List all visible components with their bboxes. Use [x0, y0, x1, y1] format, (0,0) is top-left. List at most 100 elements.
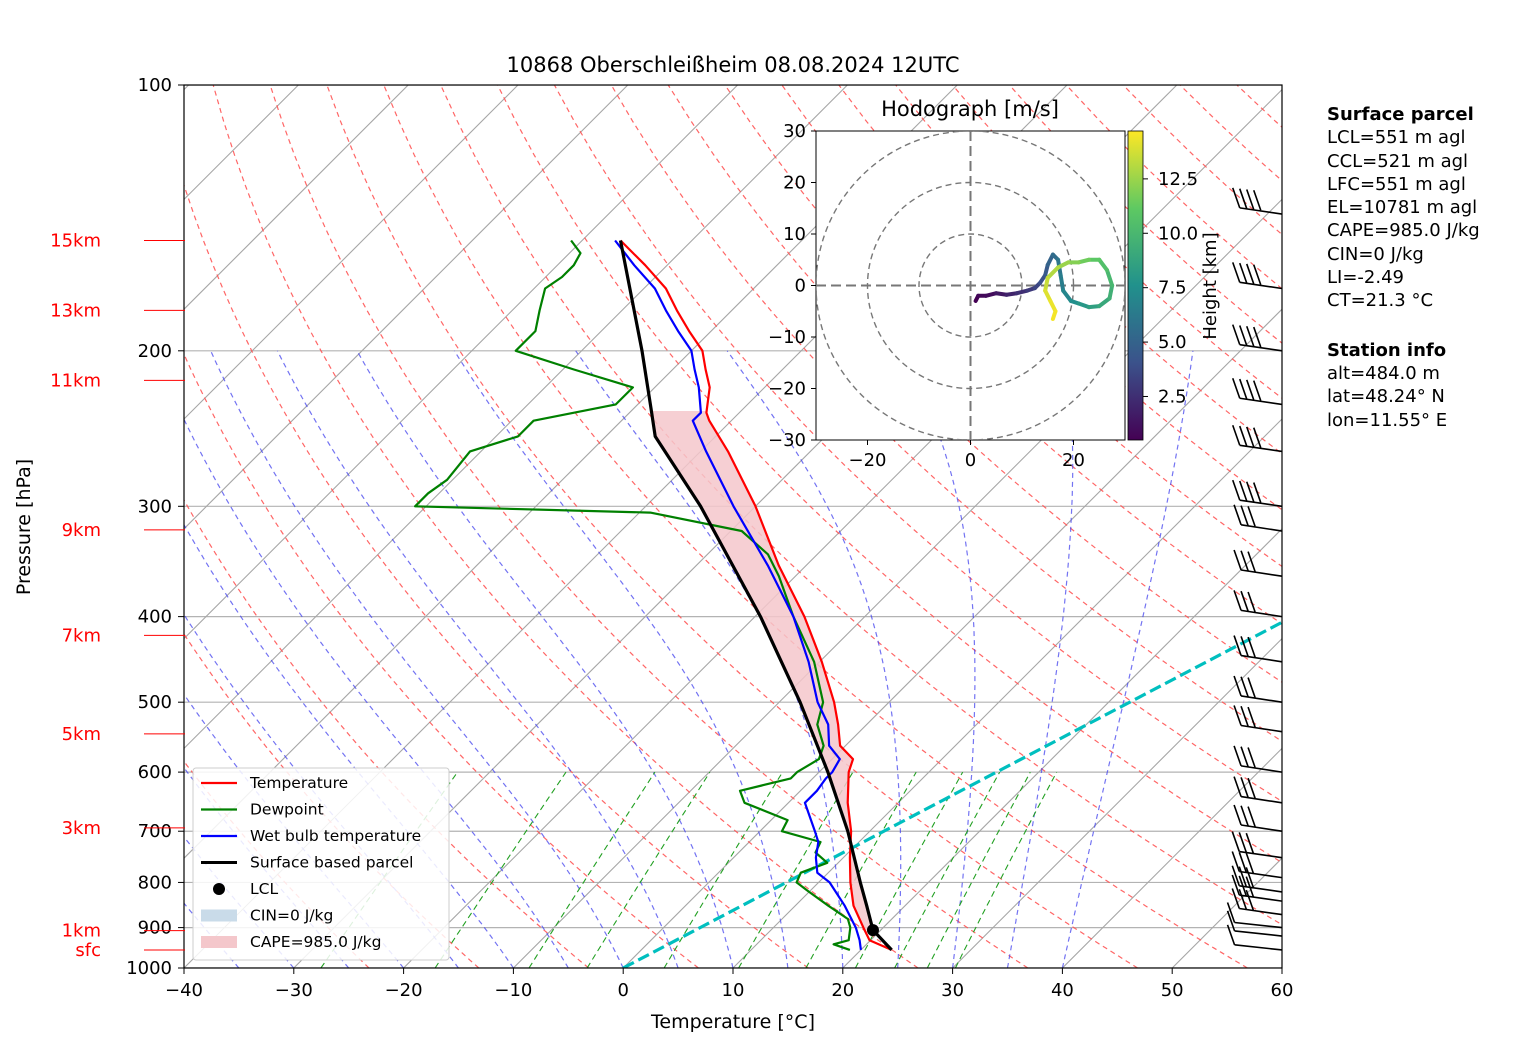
barb-flag [1231, 324, 1241, 345]
barb-flag [1245, 189, 1255, 210]
wind-barb [1233, 675, 1283, 703]
barb-staff [1239, 894, 1283, 902]
legend-swatch [201, 909, 237, 922]
mixing-ratio-line [586, 771, 711, 968]
barb-flag [1238, 480, 1248, 502]
barb-flag [1231, 831, 1241, 852]
legend-label: CIN=0 J/kg [250, 907, 333, 925]
isotherm [842, 528, 1282, 968]
barb-flag [1226, 924, 1236, 946]
hodograph: Hodograph [m/s] Height [km] −30 −20 −10 0 10… [768, 97, 1221, 471]
info-line-alt: alt=484.0 m [1327, 362, 1440, 384]
barb-flag [1247, 677, 1256, 698]
info-line-el: EL=10781 m agl [1327, 197, 1478, 219]
barb-flag [1245, 379, 1255, 401]
info-line-cin: CIN=0 J/kg [1327, 243, 1424, 265]
barb-staff [1240, 654, 1283, 663]
barb-staff [1239, 207, 1283, 215]
hodograph-x-tick-label: 0 [965, 450, 976, 471]
legend-label: LCL [250, 880, 278, 898]
isotherm [513, 198, 1282, 968]
barb-flag [1240, 805, 1249, 827]
mixing-ratio-line [954, 771, 1058, 968]
mixing-ratio-line [738, 771, 854, 968]
mixing-ratio-line [663, 771, 784, 968]
colorbar-tick-label: 5.0 [1158, 332, 1187, 353]
dry-adiabat [184, 183, 809, 968]
mixing-ratio-line [805, 771, 917, 968]
height-label: 1km [62, 921, 101, 942]
hodograph-plot [816, 131, 1125, 440]
dry-adiabat [269, 85, 1029, 968]
hodograph-y-tick-label: −20 [768, 379, 806, 400]
legend-label: Surface based parcel [250, 854, 413, 872]
barb-flag [1238, 832, 1248, 853]
barb-staff [1240, 795, 1283, 804]
dry-adiabat [212, 85, 919, 968]
barb-staff [1234, 930, 1283, 937]
wind-barb [1233, 705, 1283, 733]
hodograph-ring [918, 233, 1023, 338]
moist-adiabat [901, 350, 976, 968]
wind-barb [1226, 902, 1283, 929]
isotherm [184, 85, 519, 420]
isotherm [1062, 747, 1282, 968]
barb-flag [1231, 865, 1241, 887]
hodograph-title: Hodograph [m/s] [881, 97, 1059, 121]
x-tick-label: 60 [1271, 980, 1294, 1001]
y-tick-label: 100 [138, 75, 172, 96]
barb-flag [1231, 874, 1241, 896]
hodograph-trace-segment [1058, 273, 1066, 293]
x-tick-label: 50 [1161, 980, 1184, 1001]
hodograph-y-tick-label: 0 [795, 276, 806, 297]
moist-adiabat [210, 350, 624, 968]
y-tick-label: 700 [138, 821, 172, 842]
barb-flag [1240, 746, 1249, 767]
barb-flag [1245, 867, 1255, 888]
profile-layer [414, 239, 1282, 968]
wind-barb [1233, 590, 1283, 618]
y-tick-label: 800 [138, 872, 172, 893]
barb-flag [1245, 832, 1255, 854]
dewpoint-line [414, 239, 852, 951]
barb-flag [1252, 427, 1262, 448]
mixing-ratio-line [894, 771, 1001, 968]
legend-box [192, 767, 450, 961]
barb-flag [1231, 851, 1241, 872]
barb-flag [1231, 187, 1241, 209]
barb-flag [1247, 636, 1256, 658]
cape-area [651, 411, 873, 931]
barb-flag [1252, 190, 1262, 211]
barb-flag [1233, 635, 1242, 656]
info-line-lcl: LCL=551 m agl [1327, 127, 1466, 149]
barb-flag [1233, 745, 1242, 767]
barb-staff [1239, 281, 1283, 290]
moist-adiabat [184, 523, 514, 968]
barb-flag [1233, 804, 1242, 826]
hodograph-trace-segment [1043, 275, 1050, 293]
hodograph-trace-segment [1104, 268, 1115, 288]
colorbar-tick-label: 12.5 [1158, 169, 1198, 190]
x-tick-label: 40 [1051, 980, 1074, 1001]
barb-flag [1252, 264, 1262, 286]
zero-wetbulb-line [622, 620, 1282, 968]
barb-flag [1238, 262, 1248, 284]
barb-flag [1245, 481, 1255, 503]
barb-flag [1240, 505, 1249, 526]
temperature-line [619, 239, 893, 951]
legend-label: Wet bulb temperature [250, 827, 421, 845]
colorbar-label: Height [km] [1200, 232, 1221, 339]
barb-flag [1240, 590, 1249, 612]
barb-staff [1239, 343, 1283, 352]
moist-adiabat [356, 350, 734, 968]
axes: −40 −30 −20 −10 0 10 20 30 40 50 60100200300400500… [50, 75, 1293, 1001]
barb-flag [1231, 262, 1241, 283]
mixing-ratio-line [528, 771, 656, 968]
barb-staff [1239, 885, 1283, 893]
x-tick-label: −20 [385, 980, 423, 1001]
barb-flag [1252, 482, 1262, 503]
legend: Temperature Dewpoint Wet bulb temperature S… [192, 767, 450, 961]
wetbulb-line [614, 239, 862, 951]
x-tick-label: −10 [494, 980, 532, 1001]
